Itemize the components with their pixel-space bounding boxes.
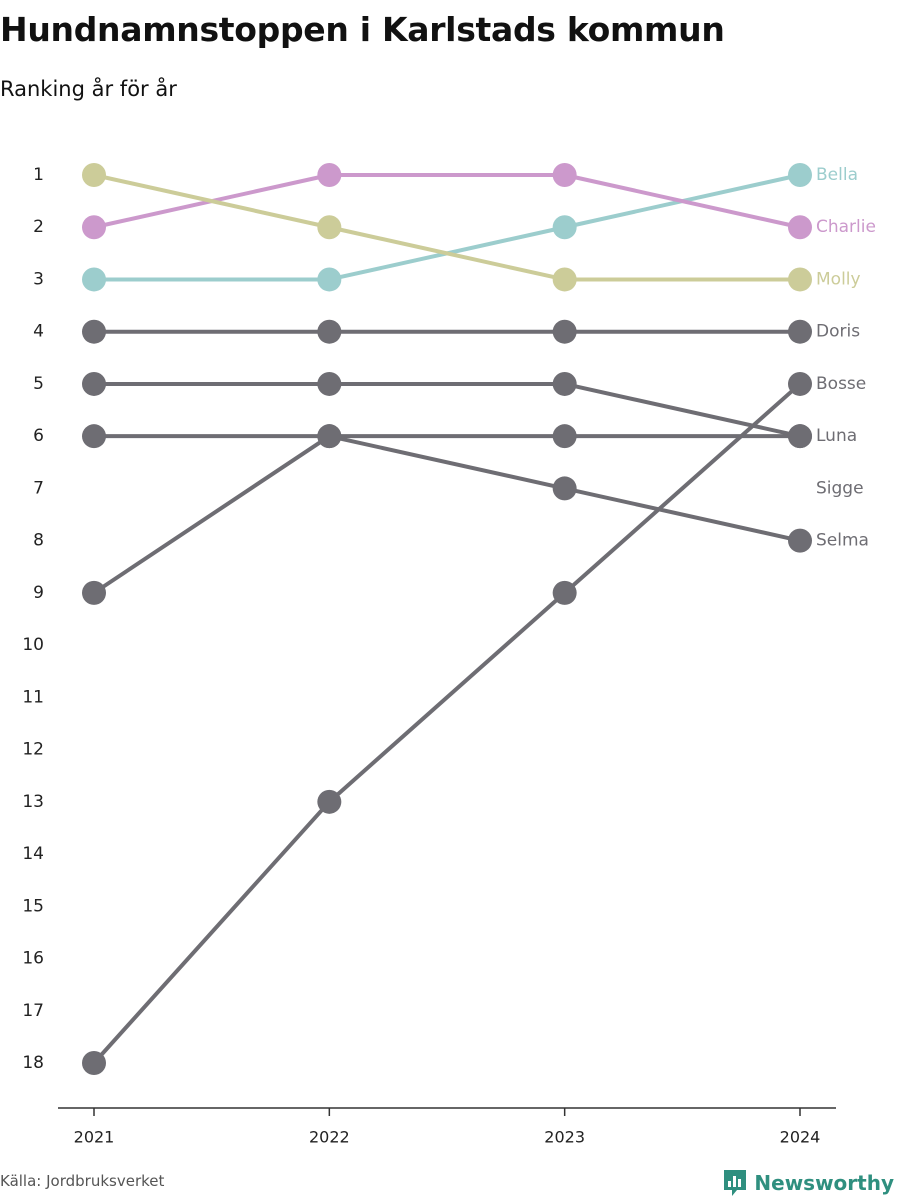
series-line-charlie	[92, 173, 802, 230]
data-point-selma	[788, 528, 812, 553]
data-point-charlie	[82, 215, 106, 240]
data-point-bella	[552, 215, 577, 240]
end-label-charlie: Charlie	[816, 217, 876, 237]
end-label-bella: Bella	[816, 165, 858, 185]
brand[interactable]: Newsworthy	[722, 1168, 894, 1198]
y-tick-label: 17	[22, 1001, 44, 1021]
x-tick-label: 2021	[74, 1128, 115, 1147]
data-point-selma	[317, 424, 342, 449]
series-line-selma	[92, 434, 802, 543]
y-tick-label: 12	[22, 740, 44, 760]
data-point-doris	[82, 319, 106, 344]
y-tick-label: 5	[33, 374, 44, 394]
y-tick-label: 2	[33, 217, 44, 237]
data-point-bosse	[788, 371, 812, 396]
y-tick-label: 13	[22, 792, 44, 812]
data-point-molly	[552, 267, 577, 292]
series-line-molly	[92, 173, 802, 282]
data-point-molly	[317, 215, 342, 240]
y-tick-label: 18	[22, 1053, 44, 1073]
data-point-doris	[788, 319, 812, 344]
series-line-bosse	[92, 381, 802, 1065]
data-point-molly	[788, 267, 812, 292]
x-tick-label: 2024	[780, 1128, 821, 1147]
data-point-sigge	[82, 580, 106, 605]
end-label-luna: Luna	[816, 426, 857, 446]
data-point-bosse	[552, 580, 577, 605]
chart-title: Hundnamnstoppen i Karlstads kommun	[0, 10, 725, 49]
y-tick-label: 4	[33, 322, 44, 342]
data-point-charlie	[552, 163, 577, 187]
data-point-luna	[82, 371, 106, 396]
end-labels: Bella Charlie Molly Doris Bosse Luna Sigge Selm…	[816, 165, 876, 551]
data-point-luna	[317, 371, 342, 396]
data-point-sigge	[788, 424, 812, 449]
source-note: Källa: Jordbruksverket	[0, 1172, 165, 1190]
data-point-doris	[552, 319, 577, 344]
y-tick-label: 16	[22, 949, 44, 969]
data-point-sigge	[552, 424, 577, 449]
series-lines	[92, 173, 802, 1065]
series-points	[82, 163, 812, 1075]
data-point-bella	[317, 267, 342, 292]
series-line-bella	[92, 173, 802, 282]
end-label-selma: Selma	[816, 531, 869, 551]
series-line-luna	[92, 381, 802, 439]
end-label-molly: Molly	[816, 269, 861, 289]
data-point-bosse	[317, 789, 342, 814]
data-point-bella	[82, 267, 106, 292]
data-point-selma	[552, 476, 577, 501]
y-tick-label: 11	[22, 687, 44, 707]
data-point-bosse	[82, 1051, 106, 1075]
brand-name: Newsworthy	[754, 1171, 894, 1195]
bar-chart-logo-icon	[724, 1170, 747, 1196]
data-point-doris	[317, 319, 342, 344]
x-tick-label: 2022	[309, 1128, 350, 1147]
data-point-charlie	[317, 163, 342, 187]
end-label-bosse: Bosse	[816, 374, 866, 394]
y-tick-label: 3	[33, 269, 44, 289]
y-tick-label: 7	[33, 478, 44, 498]
data-point-molly	[82, 163, 106, 187]
y-tick-label: 9	[33, 583, 44, 603]
y-tick-label: 8	[33, 531, 44, 551]
y-tick-label: 14	[22, 844, 44, 864]
y-tick-label: 10	[22, 635, 44, 655]
data-point-selma	[82, 424, 106, 449]
data-point-charlie	[788, 215, 812, 240]
end-label-doris: Doris	[816, 322, 860, 342]
data-point-luna	[552, 371, 577, 396]
chart-subtitle: Ranking år för år	[0, 77, 177, 101]
series-line-sigge	[92, 434, 802, 595]
end-label-sigge: Sigge	[816, 478, 864, 498]
y-tick-label: 1	[33, 165, 44, 185]
y-tick-label: 6	[33, 426, 44, 446]
x-tick-label: 2023	[544, 1128, 585, 1147]
y-tick-label: 15	[22, 896, 44, 916]
x-axis-ticks: 2021 2022 2023 2024	[74, 1108, 821, 1147]
data-point-bella	[788, 163, 812, 187]
